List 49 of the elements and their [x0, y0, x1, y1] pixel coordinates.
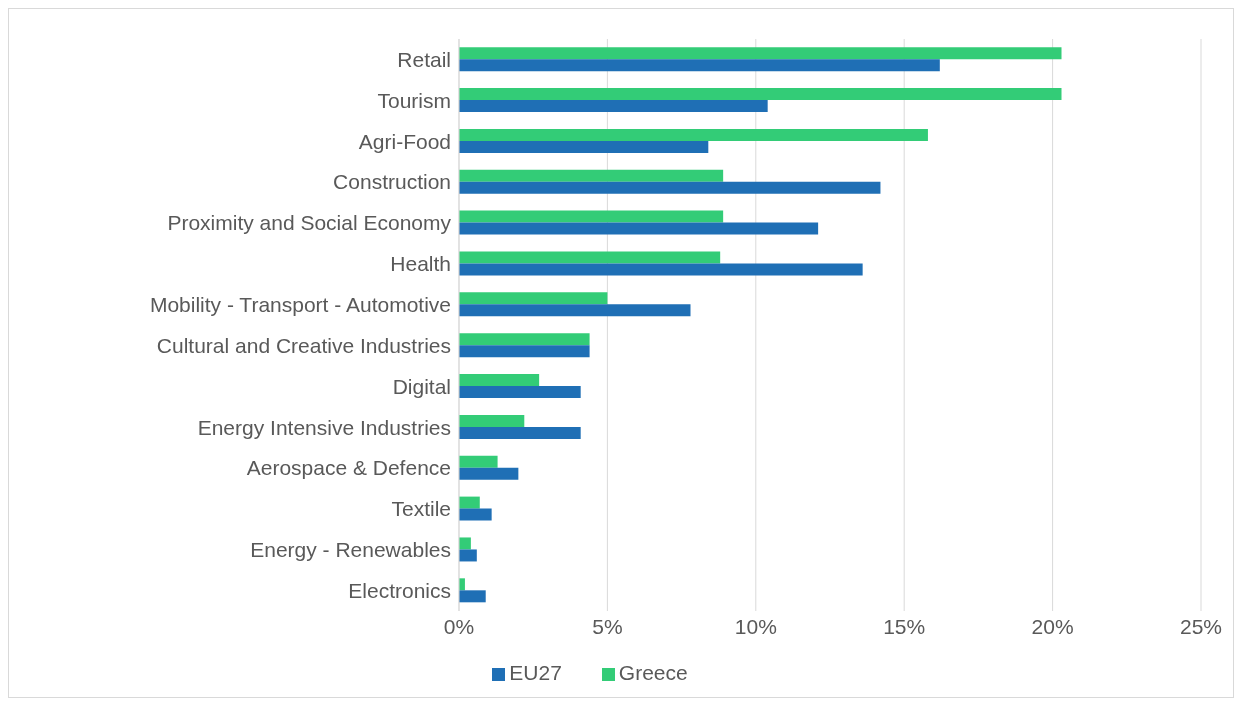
bar: [459, 496, 480, 509]
x-tick-label: 25%: [1179, 614, 1223, 638]
y-tick-label: Electronics: [348, 579, 451, 603]
bar: [459, 549, 477, 562]
y-tick-label: Energy Intensive Industries: [197, 415, 451, 439]
bar: [459, 374, 540, 387]
bar: [459, 47, 1062, 60]
x-tick-label: 10%: [734, 614, 777, 638]
y-tick-label: Construction: [333, 170, 451, 194]
bar: [459, 140, 709, 153]
bar: [459, 251, 721, 264]
y-tick-label: Tourism: [377, 88, 451, 112]
legend-label: EU27: [509, 661, 562, 684]
y-tick-label: Mobility - Transport - Automotive: [149, 293, 451, 317]
bar: [459, 537, 471, 550]
bar: [459, 181, 881, 194]
y-tick-label: Agri-Food: [358, 129, 451, 153]
x-tick-label: 15%: [883, 614, 926, 638]
bar: [459, 88, 1062, 101]
x-tick-label: 0%: [443, 614, 475, 638]
x-tick-label: 20%: [1031, 614, 1074, 638]
bar: [459, 345, 590, 358]
bar: [459, 222, 819, 235]
legend-label: Greece: [618, 661, 688, 684]
y-tick-label: Aerospace & Defence: [246, 456, 451, 480]
bar: [459, 59, 940, 72]
bar: [459, 508, 492, 521]
y-tick-label: Cultural and Creative Industries: [156, 333, 451, 357]
y-tick-label: Energy - Renewables: [250, 538, 451, 562]
bar: [459, 169, 724, 182]
bar: [459, 304, 691, 317]
bar: [459, 128, 928, 141]
bar: [459, 455, 498, 468]
y-tick-label: Digital: [392, 374, 451, 398]
bar: [459, 292, 608, 305]
bar: [459, 467, 519, 480]
bar: [459, 100, 768, 113]
bar: [459, 333, 590, 346]
x-tick-label: 5%: [592, 614, 623, 638]
bar: [459, 386, 581, 399]
y-tick-label: Textile: [391, 497, 451, 521]
y-tick-label: Proximity and Social Economy: [167, 211, 452, 235]
y-tick-label: Health: [390, 252, 451, 276]
bar: [459, 426, 581, 439]
bar: [459, 590, 486, 603]
bar: [459, 210, 724, 223]
y-tick-label: Retail: [397, 47, 451, 71]
bar: [459, 263, 863, 276]
bar: [459, 414, 525, 427]
